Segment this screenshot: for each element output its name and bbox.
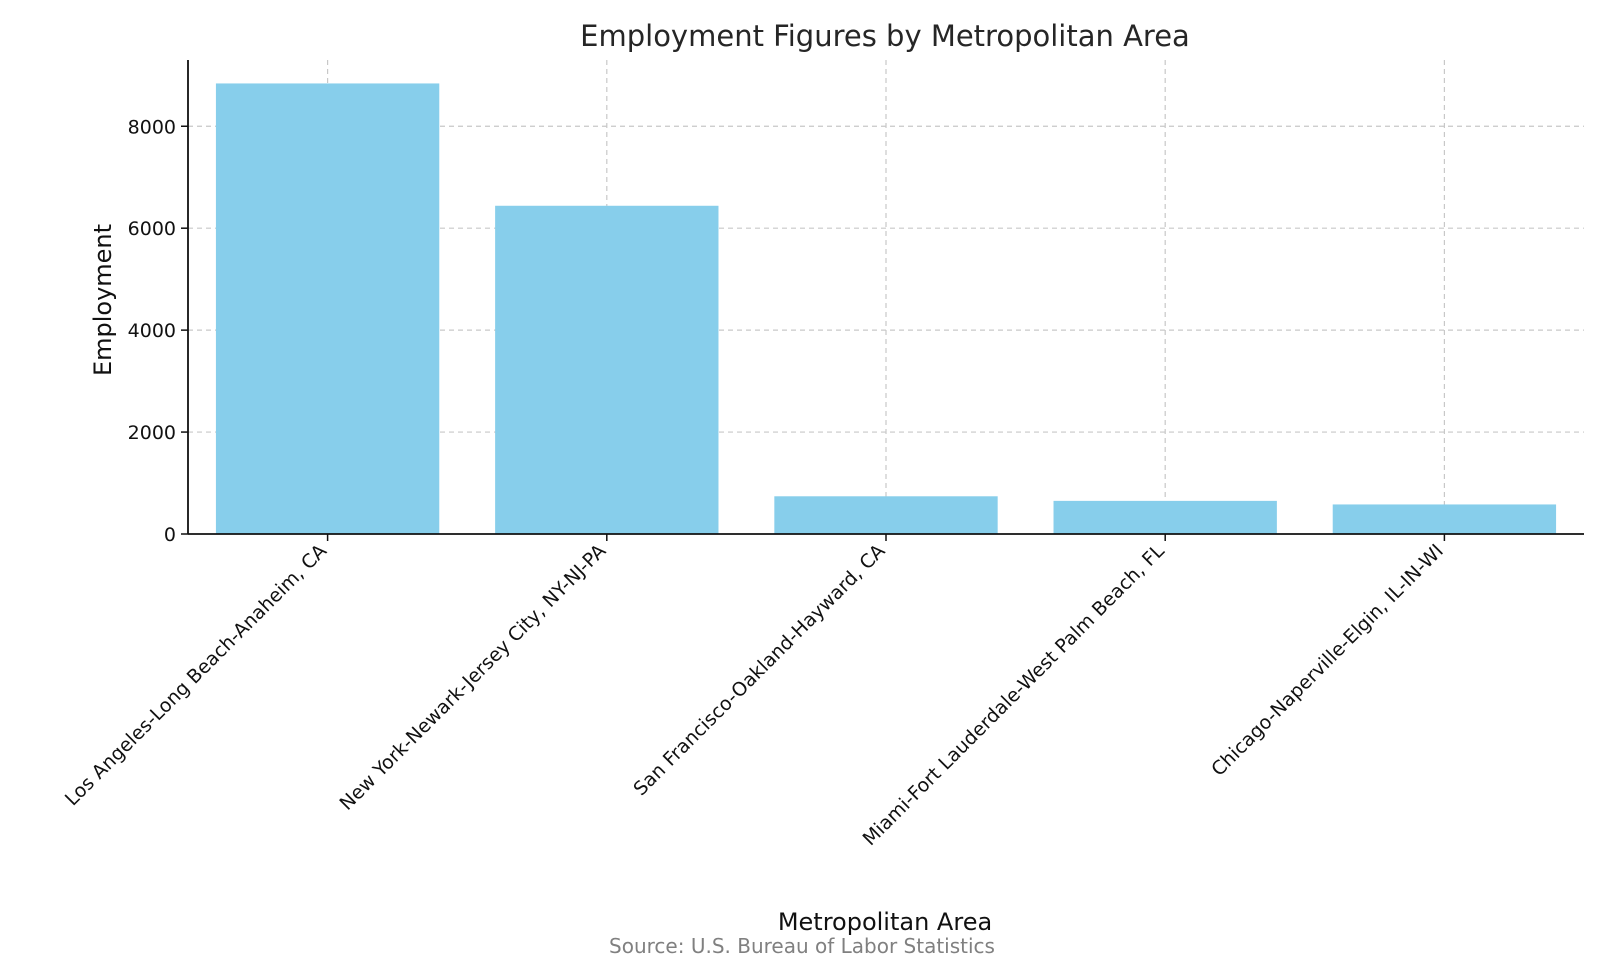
y-tick-label: 4000	[128, 320, 176, 342]
x-axis-ticks: Los Angeles-Long Beach-Anaheim, CA New Yo…	[61, 534, 1448, 850]
y-tick-label: 0	[164, 524, 176, 546]
y-axis-label: Employment	[89, 224, 117, 376]
y-tick-label: 8000	[128, 116, 176, 138]
x-tick-label: New York-Newark-Jersey City, NY-NJ-PA	[336, 540, 611, 815]
y-tick-label: 6000	[128, 218, 176, 240]
bar-4[interactable]	[1053, 500, 1277, 534]
bar-3[interactable]	[774, 496, 998, 534]
y-axis-ticks: 0 2000 4000 6000 8000	[128, 116, 188, 546]
x-tick-label: San Francisco-Oakland-Hayward, CA	[629, 540, 889, 800]
bar-2[interactable]	[495, 205, 719, 534]
bar-1[interactable]	[215, 83, 440, 534]
x-tick-label: Los Angeles-Long Beach-Anaheim, CA	[61, 540, 331, 810]
chart-title: Employment Figures by Metropolitan Area	[580, 19, 1190, 53]
x-tick-label: Miami-Fort Lauderdale-West Palm Beach, F…	[859, 540, 1169, 850]
source-note: Source: U.S. Bureau of Labor Statistics	[609, 934, 995, 958]
y-tick-label: 2000	[128, 422, 176, 444]
x-tick-label: Chicago-Naperville-Elgin, IL-IN-WI	[1207, 540, 1448, 781]
bar-5[interactable]	[1332, 504, 1557, 534]
x-axis-label: Metropolitan Area	[778, 908, 992, 936]
bars	[215, 83, 1557, 534]
